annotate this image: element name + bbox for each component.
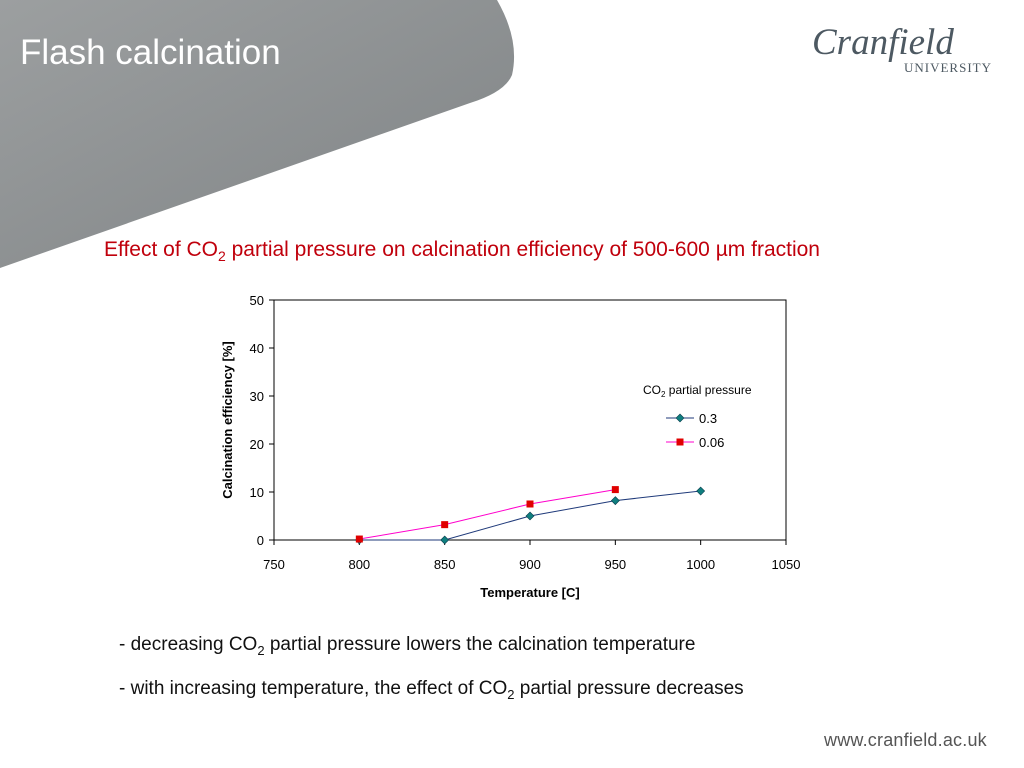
data-point-0.06: [441, 521, 449, 529]
data-point-0.3: [525, 511, 535, 521]
data-point-0.06: [611, 486, 619, 494]
data-point-0.3: [696, 486, 706, 496]
logo-wordmark: Cranfield: [812, 22, 954, 63]
y-tick-label: 20: [250, 437, 264, 452]
x-tick-label: 900: [519, 557, 541, 572]
bullet-1-sub: 2: [257, 642, 265, 658]
legend-label-0.3: 0.3: [699, 411, 717, 426]
legend-marker-0.06: [676, 438, 684, 446]
bullet-2: - with increasing temperature, the effec…: [119, 678, 744, 702]
footer-url: www.cranfield.ac.uk: [824, 730, 987, 750]
legend-title: CO2 partial pressure: [643, 383, 752, 399]
y-tick-label: 50: [250, 293, 264, 308]
series-line-0.06: [359, 489, 616, 540]
data-point-0.3: [440, 535, 450, 545]
x-tick-label: 800: [348, 557, 370, 572]
y-tick-label: 40: [250, 341, 264, 356]
x-tick-label: 750: [263, 557, 285, 572]
data-point-0.3: [610, 496, 620, 506]
x-tick-label: 850: [434, 557, 456, 572]
logo-subtitle: UNIVERSITY: [904, 60, 992, 75]
x-tick-label: 1050: [772, 557, 801, 572]
bullet-1-pre: - decreasing CO: [119, 634, 258, 655]
chart-heading-pre: Effect of CO: [104, 238, 218, 261]
data-point-0.06: [355, 535, 363, 543]
legend-label-0.06: 0.06: [699, 435, 724, 450]
chart-heading-post: partial pressure on calcination efficien…: [225, 238, 820, 261]
y-tick-label: 10: [250, 485, 264, 500]
chart-heading: Effect of CO2 partial pressure on calcin…: [104, 238, 820, 264]
data-point-0.06: [526, 500, 534, 508]
bullet-1-post: partial pressure lowers the calcination …: [264, 634, 696, 655]
y-tick-label: 0: [257, 533, 264, 548]
bullet-2-pre: - with increasing temperature, the effec…: [119, 678, 508, 699]
x-tick-label: 950: [604, 557, 626, 572]
x-axis-label: Temperature [C]: [480, 585, 579, 600]
y-tick-label: 30: [250, 389, 264, 404]
x-tick-label: 1000: [686, 557, 715, 572]
y-axis-label: Calcination efficiency [%]: [220, 341, 235, 498]
chart-heading-sub: 2: [218, 248, 226, 265]
cranfield-logo: Cranfield UNIVERSITY: [812, 22, 991, 75]
bullet-2-sub: 2: [507, 686, 515, 702]
slide-title: Flash calcination: [20, 33, 281, 72]
calcination-chart: 0 10 20 30 40 50 750 800 850 900 950 1000 1050 Temper…: [220, 293, 801, 600]
bullet-2-post: partial pressure decreases: [514, 678, 744, 699]
bullet-1: - decreasing CO2 partial pressure lowers…: [119, 634, 695, 658]
legend-marker-0.3: [675, 413, 685, 423]
